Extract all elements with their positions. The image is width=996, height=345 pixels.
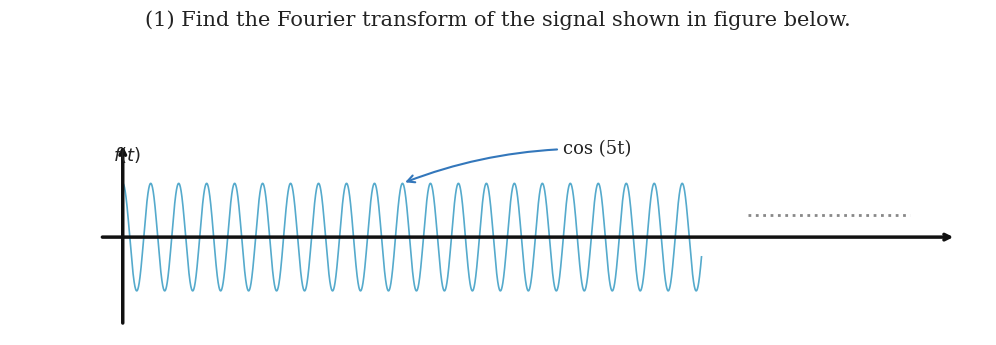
Text: (1) Find the Fourier transform of the signal shown in figure below.: (1) Find the Fourier transform of the si… (145, 10, 851, 30)
Text: cos (5t): cos (5t) (407, 140, 631, 182)
Text: $f(t)$: $f(t)$ (114, 145, 141, 165)
